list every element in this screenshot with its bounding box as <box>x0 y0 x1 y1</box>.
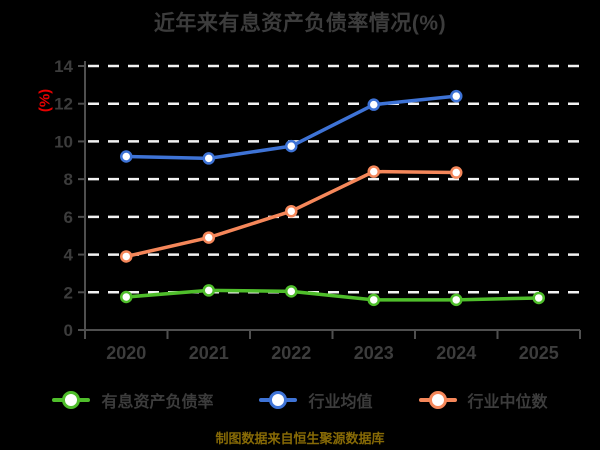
y-tick-label: 4 <box>64 246 74 265</box>
x-tick-label: 2025 <box>519 343 559 363</box>
x-tick-label: 2024 <box>436 343 476 363</box>
data-point-marker <box>367 165 380 178</box>
legend-label: 有息资产负债率 <box>101 394 214 411</box>
y-tick-label: 14 <box>54 57 73 76</box>
data-point-marker <box>450 89 463 103</box>
legend-dot-icon <box>428 391 447 409</box>
legend-label: 行业中位数 <box>467 394 548 411</box>
legend-marker-icon <box>52 391 91 409</box>
legend-item[interactable]: 行业均值 <box>259 388 373 412</box>
data-point-marker <box>367 98 380 111</box>
y-tick-label: 8 <box>64 170 73 189</box>
legend-marker-icon <box>418 391 457 409</box>
y-tick-label: 6 <box>64 208 73 227</box>
data-point-marker <box>450 293 463 307</box>
x-tick-label: 2023 <box>354 343 394 363</box>
y-tick-label: 10 <box>54 132 73 151</box>
legend-item[interactable]: 有息资产负债率 <box>52 388 213 412</box>
data-point-marker <box>202 152 215 165</box>
legend-dot-icon <box>62 391 81 409</box>
legend-label: 行业均值 <box>308 394 373 411</box>
x-tick-label: 2020 <box>106 343 146 363</box>
series-line <box>124 288 541 302</box>
legend-dot-icon <box>269 391 288 409</box>
data-point-marker <box>285 204 298 218</box>
data-point-marker <box>120 150 133 163</box>
data-point-marker <box>120 250 133 263</box>
data-point-marker <box>450 166 463 179</box>
x-tick-label: 2021 <box>189 343 229 363</box>
y-tick-label: 0 <box>64 321 73 340</box>
y-tick-label: 2 <box>64 283 73 302</box>
y-tick-label: 12 <box>54 95 73 114</box>
data-point-marker <box>367 293 380 307</box>
chart-legend: 有息资产负债率 行业均值 行业中位数 <box>0 388 600 412</box>
data-point-marker <box>285 139 298 153</box>
chart-title: 近年来有息资产负债率情况(%) <box>153 12 447 35</box>
data-point-marker <box>202 231 215 244</box>
data-point-marker <box>120 290 133 304</box>
data-point-marker <box>285 285 298 298</box>
data-point-marker <box>532 291 545 305</box>
legend-item[interactable]: 行业中位数 <box>418 388 548 412</box>
legend-marker-icon <box>259 391 298 409</box>
x-tick-label: 2022 <box>271 343 311 363</box>
data-point-marker <box>202 284 215 297</box>
data-source-note: 制图数据来自恒生聚源数据库 <box>215 431 385 446</box>
